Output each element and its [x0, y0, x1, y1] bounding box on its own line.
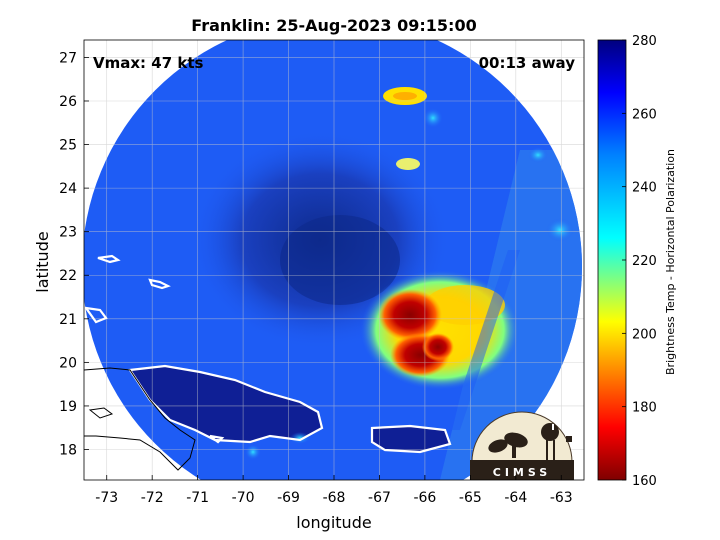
x-tick-label: -66	[413, 490, 436, 506]
colorbar-tick-label: 220	[632, 254, 657, 269]
colorbar-tick-label: 180	[632, 401, 657, 416]
y-axis-ticks: 27 26 25 24 23 22 21 20 19 18	[59, 50, 89, 459]
y-tick-label: 22	[59, 268, 77, 284]
away-label: 00:13 away	[479, 54, 576, 72]
x-tick-label: -72	[141, 490, 164, 506]
brightness-temperature-field	[84, 40, 582, 480]
island-coast-2	[148, 278, 171, 290]
coastlines	[84, 254, 452, 454]
cimss-logo: CIMSS	[470, 411, 574, 480]
island-coast-1	[97, 254, 121, 264]
x-tick-label: -70	[232, 490, 255, 506]
x-tick-label: -68	[323, 490, 346, 506]
puerto-rico-coast	[370, 424, 452, 454]
colorbar-tick-label: 280	[632, 34, 657, 49]
map-title: Franklin: 25-Aug-2023 09:15:00	[191, 16, 476, 35]
colorbar-ticks: 280 260 240 220 200 180 160	[622, 34, 657, 489]
y-tick-label: 27	[59, 50, 77, 66]
x-tick-label: -73	[95, 490, 118, 506]
x-tick-label: -64	[504, 490, 527, 506]
x-tick-label: -67	[368, 490, 391, 506]
hispaniola-coast	[128, 364, 324, 444]
y-tick-label: 20	[59, 355, 77, 371]
colorbar-tick-label: 160	[632, 474, 657, 489]
y-tick-label: 24	[59, 181, 77, 197]
y-tick-label: 26	[59, 94, 77, 110]
x-tick-label: -63	[550, 490, 573, 506]
island-coast-3	[84, 306, 108, 324]
puerto-rico-land	[372, 426, 450, 452]
x-axis-ticks: -73 -72 -71 -70 -69 -68 -67 -66 -65 -64 -63	[95, 475, 573, 506]
y-tick-label: 25	[59, 138, 77, 154]
y-tick-label: 18	[59, 443, 77, 459]
colorbar-label: Brightness Temp - Horizontal Polarizatio…	[664, 149, 677, 375]
deep-convection-cell-1	[378, 289, 442, 341]
colorbar	[597, 39, 627, 481]
y-axis-label: latitude	[33, 231, 52, 292]
x-tick-label: -65	[459, 490, 482, 506]
x-tick-label: -69	[277, 490, 300, 506]
y-tick-label: 21	[59, 312, 77, 328]
coastlines-outside	[84, 367, 196, 471]
colorbar-tick-label: 260	[632, 107, 657, 122]
map-area: CIMSS	[84, 40, 584, 480]
y-tick-label: 23	[59, 225, 77, 241]
logo-text: CIMSS	[493, 466, 551, 479]
x-tick-label: -71	[186, 490, 209, 506]
vmax-label: Vmax: 47 kts	[93, 54, 203, 72]
x-axis-label: longitude	[296, 513, 371, 532]
map-grid	[84, 40, 584, 480]
colorbar-tick-label: 200	[632, 327, 657, 342]
colorbar-tick-label: 240	[632, 181, 657, 196]
y-tick-label: 19	[59, 399, 77, 415]
